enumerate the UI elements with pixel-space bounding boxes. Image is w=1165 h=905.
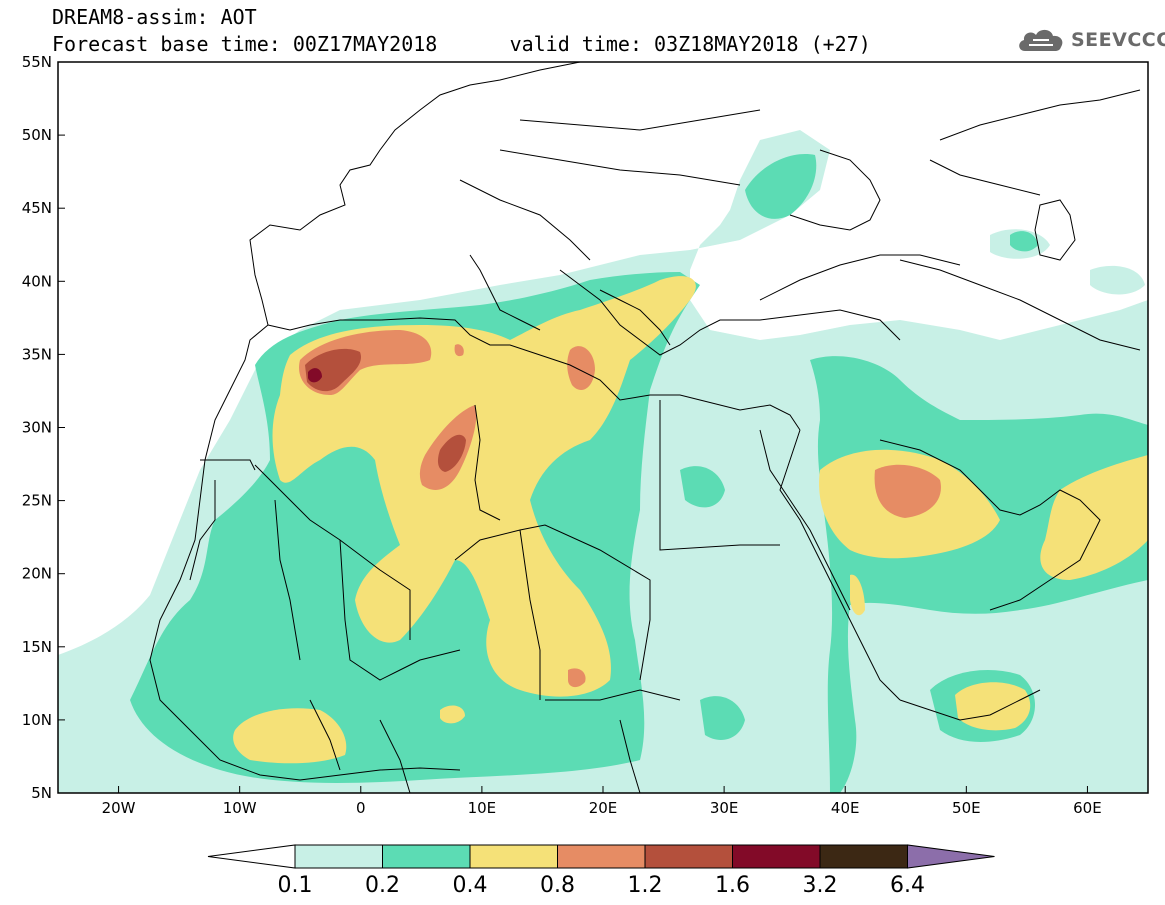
colorbar-segment bbox=[644, 844, 733, 869]
lat-tick-label: 40N bbox=[22, 272, 52, 290]
coastlines bbox=[149, 62, 1141, 793]
lon-tick-label: 40E bbox=[831, 799, 860, 817]
colorbar-label: 0.1 bbox=[278, 873, 313, 898]
aot-contours bbox=[58, 130, 1148, 793]
colorbar-label: 1.2 bbox=[628, 873, 663, 898]
colorbar-label: 0.2 bbox=[365, 873, 400, 898]
lon-tick-label: 20E bbox=[589, 799, 618, 817]
colorbar-arrow-low bbox=[207, 844, 296, 869]
colorbar-label: 6.4 bbox=[890, 873, 925, 898]
colorbar-segment bbox=[469, 844, 558, 869]
aot-layer-1.6 bbox=[308, 368, 322, 383]
seevccc-logo: SEEVCCC bbox=[1015, 24, 1165, 56]
map-title: DREAM8-assim: AOT bbox=[52, 5, 257, 29]
lat-tick-label: 25N bbox=[22, 492, 52, 510]
lat-tick-label: 55N bbox=[22, 53, 52, 71]
lat-tick-label: 20N bbox=[22, 565, 52, 583]
cloud-icon bbox=[1019, 29, 1063, 51]
base-time-text: Forecast base time: 00Z17MAY2018 bbox=[52, 32, 438, 56]
colorbar-label: 0.4 bbox=[453, 873, 488, 898]
lon-tick-label: 10E bbox=[468, 799, 497, 817]
lon-tick-label: 10W bbox=[223, 799, 257, 817]
lon-tick-label: 20W bbox=[102, 799, 136, 817]
colorbar-segment bbox=[557, 844, 646, 869]
lon-tick-label: 0 bbox=[356, 799, 366, 817]
lat-tick-label: 35N bbox=[22, 345, 52, 363]
latitude-axis: 55N 50N 45N 40N 35N 30N 25N 20N 15N 10N 5N bbox=[22, 53, 65, 802]
lat-tick-label: 30N bbox=[22, 419, 52, 437]
colorbar-arrow-high bbox=[907, 844, 995, 869]
valid-time-text: valid time: 03Z18MAY2018 (+27) bbox=[509, 32, 871, 56]
aot-layer-1.2 bbox=[305, 348, 466, 472]
lat-tick-label: 5N bbox=[31, 784, 52, 802]
logo-text: SEEVCCC bbox=[1071, 29, 1165, 51]
colorbar-segment bbox=[294, 844, 383, 869]
lat-tick-label: 45N bbox=[22, 199, 52, 217]
colorbar-label: 3.2 bbox=[803, 873, 838, 898]
lat-tick-label: 15N bbox=[22, 638, 52, 656]
lat-tick-label: 10N bbox=[22, 711, 52, 729]
lon-tick-label: 60E bbox=[1073, 799, 1102, 817]
colorbar-segment bbox=[382, 844, 471, 869]
colorbar-label: 0.8 bbox=[540, 873, 575, 898]
lon-tick-label: 50E bbox=[952, 799, 981, 817]
forecast-times: Forecast base time: 00Z17MAY2018 valid t… bbox=[52, 33, 871, 55]
colorbar-segment bbox=[819, 844, 908, 869]
colorbar-label: 1.6 bbox=[715, 873, 750, 898]
lat-tick-label: 50N bbox=[22, 126, 52, 144]
longitude-axis: 20W 10W 0 10E 20E 30E 40E 50E 60E bbox=[102, 786, 1102, 817]
colorbar-segment bbox=[732, 844, 821, 869]
lon-tick-label: 30E bbox=[710, 799, 739, 817]
